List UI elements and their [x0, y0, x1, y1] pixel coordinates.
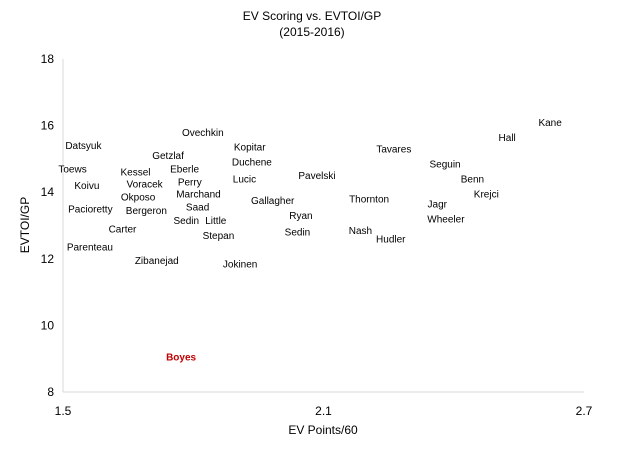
axes	[62, 59, 584, 393]
data-point-label: Tavares	[376, 144, 411, 155]
data-point-label: Perry	[178, 178, 202, 189]
x-axis-label: EV Points/60	[288, 423, 358, 437]
data-point-label: Hall	[499, 133, 516, 144]
x-tick-label: 2.7	[576, 404, 593, 418]
data-point-label: Wheeler	[427, 214, 465, 225]
y-tick-label: 14	[41, 185, 55, 199]
data-point-label: Benn	[461, 174, 484, 185]
data-points: Datsyuk Toews Koivu Pacioretty Parenteau Cart…	[58, 118, 562, 364]
data-point-label: Little	[205, 216, 227, 227]
chart-subtitle: (2015-2016)	[279, 25, 344, 39]
data-point-label: Carter	[109, 224, 137, 235]
y-axis-label: EVTOI/GP	[18, 197, 32, 253]
data-point-label: Hudler	[376, 234, 406, 245]
data-point-label: Toews	[58, 164, 86, 175]
data-point-label: Kessel	[120, 168, 150, 179]
x-tick-label: 2.1	[315, 404, 332, 418]
data-point-label: Stepan	[203, 231, 235, 242]
data-point-label: Ovechkin	[182, 128, 224, 139]
data-point-label: Kane	[538, 118, 562, 129]
data-point-label: Thornton	[349, 194, 389, 205]
data-point-label: Kopitar	[234, 143, 266, 154]
data-point-label: Gallagher	[251, 196, 295, 207]
data-point-label: Seguin	[429, 159, 460, 170]
y-tick-label: 18	[41, 52, 55, 66]
y-tick-labels: 8 10 12 14 16 18	[41, 52, 55, 399]
data-point-label: Marchand	[176, 189, 220, 200]
data-point-label: Ryan	[289, 211, 312, 222]
data-point-label: Jagr	[428, 199, 448, 210]
data-point-label: Nash	[349, 226, 372, 237]
data-point-label: Pavelski	[298, 171, 335, 182]
data-point-label: Bergeron	[126, 206, 167, 217]
data-point-label: Pacioretty	[68, 204, 112, 215]
data-point-label: Duchene	[232, 158, 272, 169]
y-tick-label: 12	[41, 252, 55, 266]
y-tick-label: 8	[47, 385, 54, 399]
data-point-label: Sedin	[174, 216, 200, 227]
data-point-label: Voracek	[127, 179, 164, 190]
y-tick-label: 16	[41, 119, 55, 133]
data-point-label: Sedin	[285, 228, 311, 239]
data-point-label: Eberle	[170, 164, 199, 175]
data-point-label: Okposo	[121, 193, 156, 204]
data-point-label: Datsyuk	[65, 141, 102, 152]
data-point-label: Zibanejad	[135, 256, 179, 267]
data-point-label: Getzlaf	[152, 151, 184, 162]
data-point-label: Jokinen	[223, 259, 257, 270]
highlighted-point-label: Boyes	[166, 353, 196, 364]
y-tick-label: 10	[41, 318, 55, 332]
data-point-label: Saad	[186, 203, 209, 214]
data-point-label: Koivu	[74, 181, 99, 192]
chart-title: EV Scoring vs. EVTOI/GP	[243, 9, 382, 23]
data-point-label: Lucic	[233, 174, 256, 185]
data-point-label: Krejci	[474, 189, 499, 200]
x-tick-label: 1.5	[55, 404, 72, 418]
data-point-label: Parenteau	[67, 243, 113, 254]
x-tick-labels: 1.5 2.1 2.7	[55, 404, 593, 418]
